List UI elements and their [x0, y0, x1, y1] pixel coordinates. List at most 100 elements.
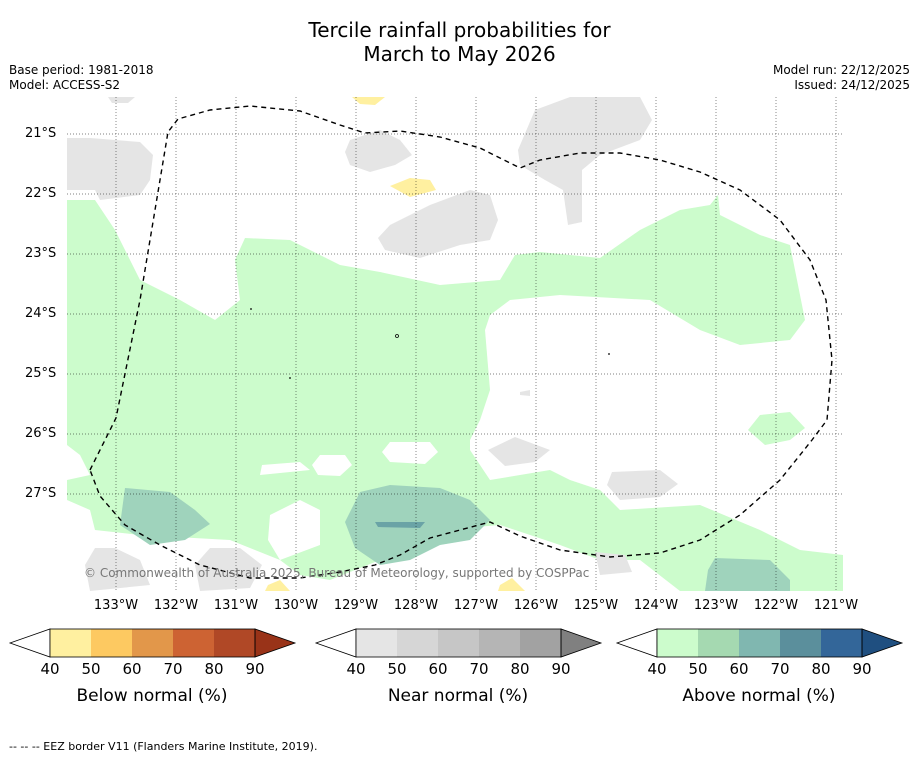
- colorbar-below-label: Below normal (%): [76, 686, 228, 706]
- eez-border: [89, 105, 833, 579]
- colorbar-below-high-arrow: [254, 628, 297, 658]
- colorbar-below-swatch-4: [173, 629, 214, 657]
- near-normal-region-6: [607, 470, 678, 500]
- near-normal-region-7: [85, 548, 150, 591]
- colorbar-above-frame: [656, 628, 863, 658]
- above-tick-70: 70: [770, 660, 790, 678]
- colorbar-below-swatch-3: [132, 629, 173, 657]
- lon-label-132: 132°W: [153, 598, 199, 613]
- base-period: Base period: 1981-2018: [9, 63, 154, 77]
- lon-label-121: 121°W: [813, 598, 859, 613]
- colorbar-near-high-arrow: [560, 628, 603, 658]
- colorbar-below-frame: [49, 628, 256, 658]
- above-mid-region-west: [120, 488, 210, 545]
- lon-label-122: 122°W: [753, 598, 799, 613]
- lon-label-123: 123°W: [693, 598, 739, 613]
- lon-label-128: 128°W: [393, 598, 439, 613]
- chart-title: Tercile rainfall probabilities for March…: [0, 18, 919, 66]
- colorbar-near-swatch-4: [479, 629, 520, 657]
- colorbar-near-swatch-3: [438, 629, 479, 657]
- map-area: [67, 97, 843, 591]
- colorbar-below: [8, 628, 297, 658]
- colorbar-above: [615, 628, 904, 658]
- white-hole-2: [312, 455, 352, 476]
- below-tick-70: 70: [163, 660, 183, 678]
- near-normal-region-9: [520, 390, 530, 396]
- below-normal-region-4: [265, 580, 290, 591]
- above-tick-40: 40: [647, 660, 667, 678]
- near-tick-50: 50: [387, 660, 407, 678]
- title-line-1: Tercile rainfall probabilities for: [308, 18, 611, 42]
- colorbar-near-swatch-2: [397, 629, 438, 657]
- near-tick-40: 40: [346, 660, 366, 678]
- below-tick-60: 60: [122, 660, 142, 678]
- colorbar-above-label: Above normal (%): [682, 686, 836, 706]
- colorbar-above-swatch-2: [698, 629, 739, 657]
- below-tick-40: 40: [40, 660, 60, 678]
- near-normal-region-3: [518, 97, 652, 225]
- model-name: Model: ACCESS-S2: [9, 78, 121, 92]
- white-hole-5: [268, 500, 320, 560]
- colorbar-below-swatch-1: [50, 629, 91, 657]
- eez-footnote: -- -- -- EEZ border V11 (Flanders Marine…: [9, 740, 318, 753]
- colorbar-above-swatch-5: [821, 629, 862, 657]
- white-hole-4: [67, 445, 90, 480]
- above-mid-region-east: [705, 558, 790, 591]
- near-tick-70: 70: [469, 660, 489, 678]
- near-tick-60: 60: [428, 660, 448, 678]
- lat-label-22: 22°S: [25, 186, 57, 201]
- near-normal-region-2: [345, 130, 412, 172]
- near-normal-region-5: [488, 437, 550, 466]
- below-tick-80: 80: [204, 660, 224, 678]
- lon-label-133: 133°W: [93, 598, 139, 613]
- meta-left: Base period: 1981-2018 Model: ACCESS-S2: [9, 63, 154, 93]
- lat-label-25: 25°S: [25, 366, 57, 381]
- colorbar-above-high-arrow: [861, 628, 904, 658]
- colorbar-above-swatch-3: [739, 629, 780, 657]
- colorbar-near: [314, 628, 603, 658]
- below-tick-90: 90: [245, 660, 265, 678]
- above-tick-50: 50: [688, 660, 708, 678]
- near-normal-region-11: [595, 552, 632, 575]
- colorbar-above-low-arrow: [615, 628, 658, 658]
- lon-label-126: 126°W: [513, 598, 559, 613]
- near-normal-region-1: [67, 138, 153, 200]
- islands: [250, 308, 610, 379]
- white-hole-3: [382, 442, 438, 464]
- lat-label-21: 21°S: [25, 126, 57, 141]
- title-line-2: March to May 2026: [363, 42, 556, 66]
- near-normal-region-4: [378, 190, 498, 258]
- lat-label-26: 26°S: [25, 426, 57, 441]
- issued-date: Issued: 24/12/2025: [794, 78, 910, 92]
- below-normal-region-3: [498, 578, 525, 591]
- white-hole-1: [260, 462, 310, 475]
- near-tick-90: 90: [551, 660, 571, 678]
- below-tick-50: 50: [81, 660, 101, 678]
- colorbar-below-swatch-5: [214, 629, 255, 657]
- above-normal-region: [67, 195, 843, 591]
- copyright-text: © Commonwealth of Australia 2025, Bureau…: [84, 566, 589, 580]
- model-run: Model run: 22/12/2025: [772, 63, 910, 77]
- above-tick-90: 90: [852, 660, 872, 678]
- colorbar-near-swatch-5: [520, 629, 561, 657]
- colorbar-below-swatch-2: [91, 629, 132, 657]
- near-normal-region-10: [108, 97, 135, 103]
- above-tick-60: 60: [729, 660, 749, 678]
- colorbar-near-frame: [355, 628, 562, 658]
- lat-label-24: 24°S: [25, 306, 57, 321]
- lon-label-127: 127°W: [453, 598, 499, 613]
- colorbar-above-swatch-1: [657, 629, 698, 657]
- lat-label-27: 27°S: [25, 486, 57, 501]
- above-normal-east-blob: [748, 412, 805, 445]
- lon-label-124: 124°W: [633, 598, 679, 613]
- lon-label-131: 131°W: [213, 598, 259, 613]
- colorbar-near-swatch-1: [356, 629, 397, 657]
- meta-right: Model run: 22/12/2025 Issued: 24/12/2025: [773, 63, 910, 93]
- near-tick-80: 80: [510, 660, 530, 678]
- below-normal-region-1: [390, 178, 436, 197]
- near-normal-region-8: [195, 548, 262, 591]
- colorbar-below-low-arrow: [8, 628, 51, 658]
- lon-label-130: 130°W: [273, 598, 319, 613]
- colorbar-near-label: Near normal (%): [387, 686, 529, 706]
